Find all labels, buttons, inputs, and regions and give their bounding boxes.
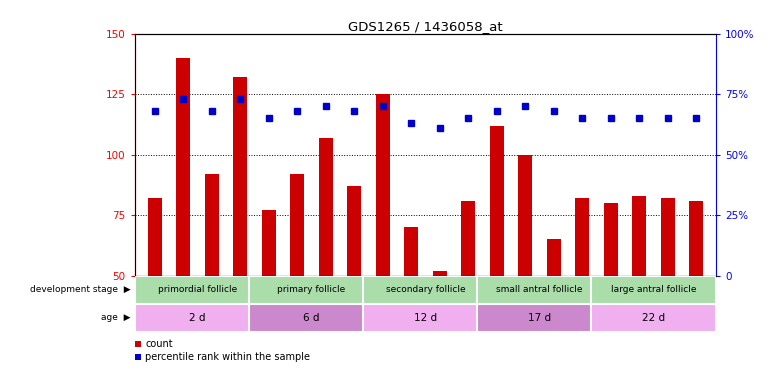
Text: primordial follicle: primordial follicle <box>158 285 237 294</box>
Bar <box>376 94 390 276</box>
Bar <box>148 198 162 276</box>
Bar <box>249 304 374 332</box>
Text: age  ▶: age ▶ <box>102 314 131 322</box>
Bar <box>575 198 589 276</box>
Bar <box>290 174 304 276</box>
Bar <box>689 201 703 276</box>
Bar <box>249 276 374 304</box>
Text: small antral follicle: small antral follicle <box>496 285 583 294</box>
Bar <box>135 276 260 304</box>
Text: count: count <box>145 339 172 349</box>
Bar <box>604 203 618 276</box>
Bar <box>205 174 219 276</box>
Bar <box>363 304 488 332</box>
Bar <box>176 58 190 276</box>
Text: 12 d: 12 d <box>413 313 437 323</box>
Text: 17 d: 17 d <box>528 313 551 323</box>
Bar <box>347 186 361 276</box>
Bar <box>518 154 532 276</box>
Text: primary follicle: primary follicle <box>277 285 346 294</box>
Bar <box>363 276 488 304</box>
Bar <box>591 276 716 304</box>
Bar <box>591 304 716 332</box>
Bar <box>632 196 646 276</box>
Bar <box>319 138 333 276</box>
Text: 6 d: 6 d <box>303 313 320 323</box>
Bar <box>477 304 602 332</box>
Bar <box>233 77 247 276</box>
Text: secondary follicle: secondary follicle <box>386 285 465 294</box>
Text: large antral follicle: large antral follicle <box>611 285 696 294</box>
Bar <box>135 304 260 332</box>
Text: 2 d: 2 d <box>189 313 206 323</box>
Bar <box>461 201 475 276</box>
Bar <box>477 276 602 304</box>
Bar <box>547 239 561 276</box>
Title: GDS1265 / 1436058_at: GDS1265 / 1436058_at <box>348 20 503 33</box>
Bar <box>661 198 675 276</box>
Text: development stage  ▶: development stage ▶ <box>30 285 131 294</box>
Bar <box>262 210 276 276</box>
Text: percentile rank within the sample: percentile rank within the sample <box>145 352 310 362</box>
Bar <box>490 126 504 276</box>
Text: 22 d: 22 d <box>642 313 665 323</box>
Bar <box>404 227 418 276</box>
Bar <box>433 271 447 276</box>
